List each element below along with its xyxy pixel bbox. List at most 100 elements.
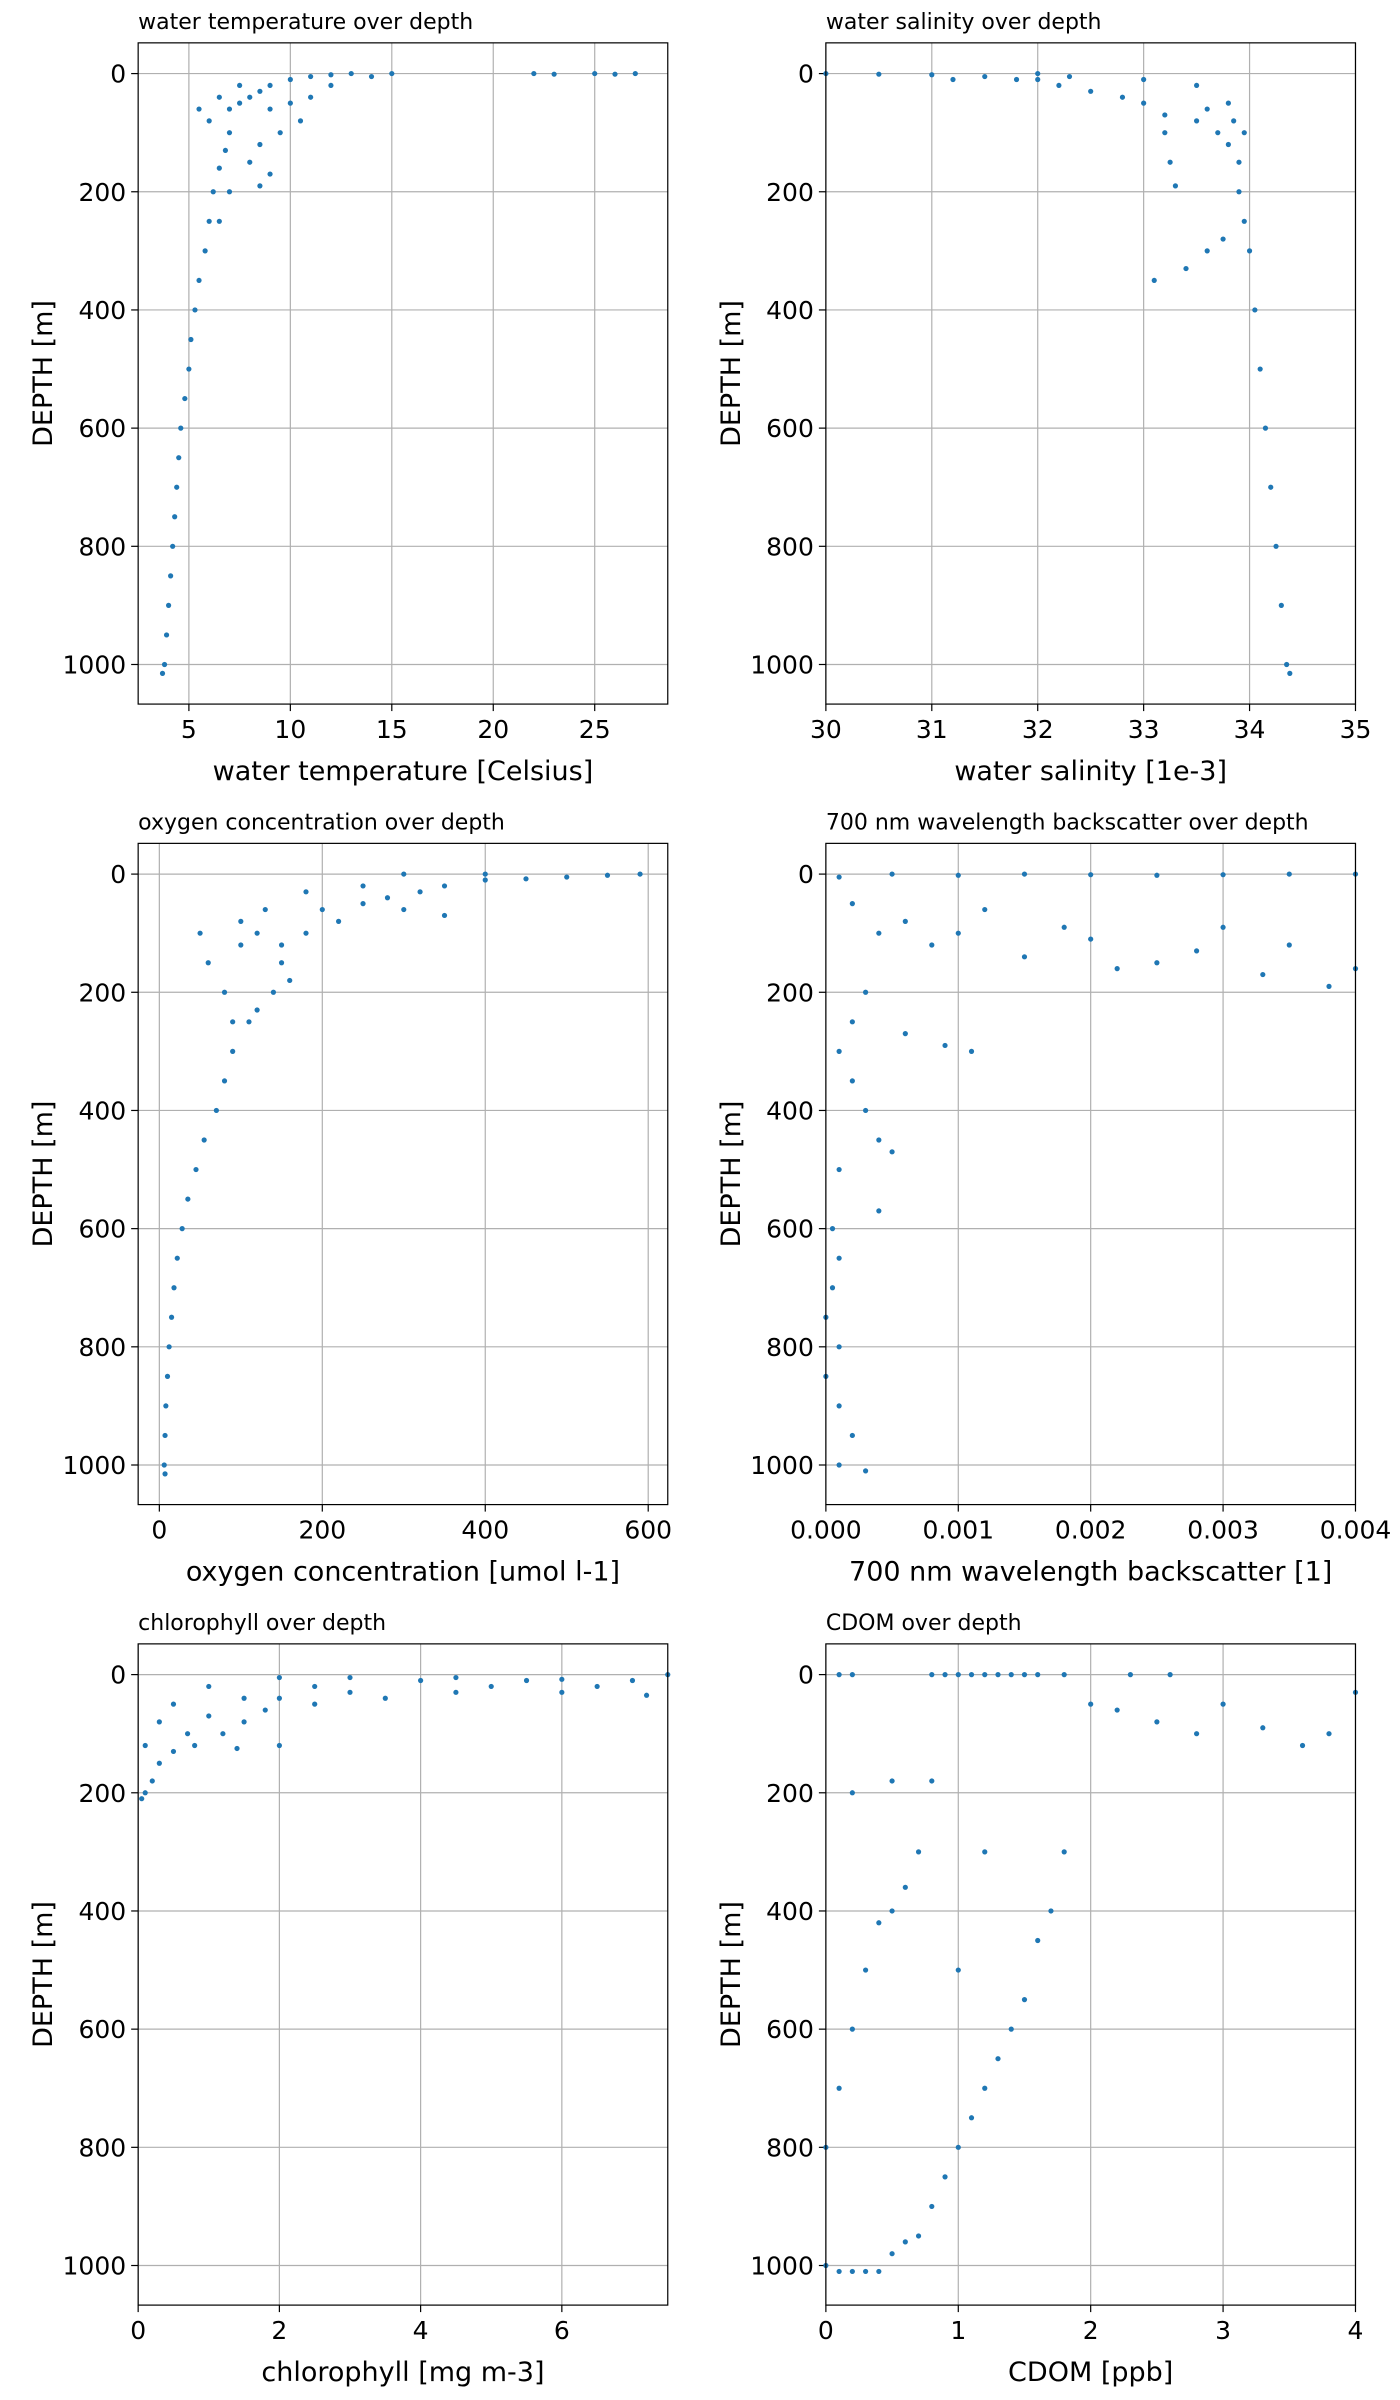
y-tick-label: 400 xyxy=(78,1897,126,1926)
point xyxy=(1262,425,1269,431)
chart-title: CDOM over depth xyxy=(826,1611,1022,1636)
point xyxy=(163,1403,169,1409)
point xyxy=(1257,366,1263,372)
point xyxy=(287,100,293,106)
point xyxy=(1284,661,1290,668)
point xyxy=(179,1226,185,1232)
point xyxy=(1278,602,1284,609)
point xyxy=(267,106,273,112)
y-tick-label: 200 xyxy=(766,978,814,1007)
point xyxy=(142,1790,148,1796)
y-tick-label: 600 xyxy=(766,2015,814,2044)
point xyxy=(1220,236,1226,242)
point xyxy=(1286,871,1292,877)
point xyxy=(531,70,537,77)
x-tick-label: 0.003 xyxy=(1187,1516,1259,1545)
point xyxy=(889,1908,895,1914)
point xyxy=(1088,872,1094,878)
point xyxy=(417,889,423,895)
point xyxy=(226,130,233,136)
plot-area xyxy=(138,42,668,705)
point xyxy=(216,218,222,224)
point xyxy=(142,1742,148,1749)
point xyxy=(210,189,216,195)
point xyxy=(1021,1672,1028,1678)
point xyxy=(174,484,180,490)
y-tick-label: 400 xyxy=(766,296,814,325)
point xyxy=(982,1672,988,1678)
point xyxy=(1035,1672,1041,1678)
y-axis-label: DEPTH [m] xyxy=(28,1901,59,2048)
y-axis-label: DEPTH [m] xyxy=(716,300,747,447)
point xyxy=(168,573,174,579)
x-tick-label: 0.002 xyxy=(1055,1516,1127,1545)
y-axis-label: DEPTH [m] xyxy=(28,1101,59,1248)
point xyxy=(267,82,273,89)
point xyxy=(139,1796,145,1802)
point xyxy=(876,1920,882,1926)
y-tick-label: 800 xyxy=(766,2133,814,2162)
point xyxy=(968,1048,975,1054)
point xyxy=(523,876,529,882)
point xyxy=(221,989,228,995)
point xyxy=(201,1137,207,1143)
x-axis-label: oxygen concentration [umol l-1] xyxy=(186,1557,620,1588)
point xyxy=(1167,1672,1173,1678)
point xyxy=(257,141,263,148)
point xyxy=(176,455,182,461)
point xyxy=(482,871,488,877)
point xyxy=(1141,76,1147,83)
point xyxy=(1299,1742,1306,1749)
point xyxy=(982,73,988,80)
y-tick-label: 800 xyxy=(766,1333,814,1362)
x-tick-label: 31 xyxy=(916,715,948,744)
point xyxy=(213,1107,219,1114)
point xyxy=(849,2026,855,2032)
point xyxy=(230,1048,236,1054)
point xyxy=(849,2268,855,2275)
point xyxy=(1048,1908,1054,1914)
x-tick-label: 4 xyxy=(1348,2316,1364,2345)
point xyxy=(162,1471,168,1477)
point xyxy=(836,2268,842,2275)
point xyxy=(1114,966,1120,972)
point xyxy=(849,1672,855,1678)
point xyxy=(1154,960,1160,966)
y-tick-label: 0 xyxy=(798,60,814,89)
point xyxy=(592,70,598,77)
point xyxy=(629,1677,636,1684)
point xyxy=(889,1149,895,1155)
point xyxy=(929,1778,935,1784)
point xyxy=(1061,924,1067,930)
point xyxy=(488,1683,494,1690)
point xyxy=(197,930,203,936)
x-tick-label: 15 xyxy=(376,715,408,744)
y-tick-label: 200 xyxy=(766,1779,814,1808)
point xyxy=(942,1042,948,1049)
point xyxy=(162,1432,168,1439)
point xyxy=(206,118,212,124)
point xyxy=(303,930,309,936)
y-tick-label: 400 xyxy=(78,296,126,325)
x-axis-label: 700 nm wavelength backscatter [1] xyxy=(849,1557,1332,1588)
point xyxy=(836,1403,842,1409)
point xyxy=(185,1196,191,1202)
point xyxy=(360,883,366,889)
point xyxy=(234,1745,240,1752)
point xyxy=(308,94,314,100)
point xyxy=(206,218,212,224)
chart-title: oxygen concentration over depth xyxy=(138,810,505,835)
point xyxy=(186,366,192,372)
point xyxy=(1088,88,1094,94)
point xyxy=(389,70,395,77)
point xyxy=(955,1967,961,1973)
point xyxy=(238,942,244,948)
x-tick-label: 0.001 xyxy=(922,1516,994,1545)
point xyxy=(1231,118,1237,124)
point xyxy=(902,2239,908,2245)
point xyxy=(226,106,233,112)
x-tick-label: 400 xyxy=(461,1516,509,1545)
point xyxy=(348,70,354,77)
point xyxy=(230,1019,236,1025)
